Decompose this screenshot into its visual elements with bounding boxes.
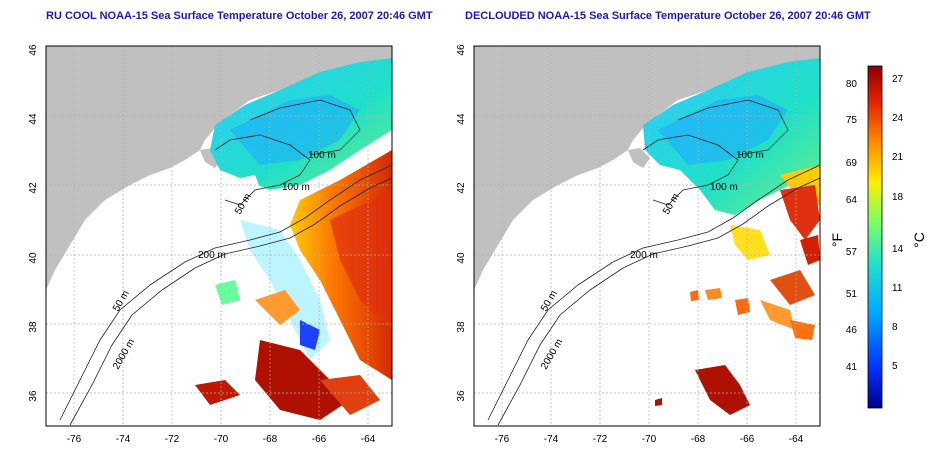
tick-label: 44 [456, 113, 467, 125]
colorbar-celsius-ticks: 27 24 21 18 14 11 8 5 [892, 74, 904, 372]
tick-label: 27 [892, 74, 904, 85]
tick-label: 11 [892, 283, 903, 294]
tick-label: -64 [361, 434, 376, 445]
colorbar: 80 75 69 64 57 51 46 41 27 24 21 18 14 1… [829, 65, 927, 409]
tick-label: -64 [789, 434, 804, 445]
tick-label: 21 [892, 152, 904, 163]
tick-label: 41 [846, 362, 858, 373]
panel-title-left: RU COOL NOAA-15 Sea Surface Temperature … [46, 10, 433, 22]
tick-label: 42 [456, 182, 467, 194]
tick-label: 46 [846, 325, 858, 336]
contour-label: 100 m [282, 182, 310, 193]
tick-label: 46 [28, 44, 39, 56]
colorbar-unit-fahrenheit: °F [829, 233, 845, 247]
tick-label: -68 [691, 434, 706, 445]
tick-label: 69 [846, 158, 858, 169]
x-axis-left: -76 -74 -72 -70 -68 -66 -64 [67, 434, 376, 445]
tick-label: 40 [456, 252, 467, 264]
tick-label: 44 [28, 113, 39, 125]
colorbar-fahrenheit-ticks: 80 75 69 64 57 51 46 41 [846, 79, 858, 373]
tick-label: 80 [846, 79, 858, 90]
tick-label: 38 [28, 321, 39, 333]
contour-label: 100 m [308, 150, 336, 161]
y-axis-right: 46 44 42 40 38 36 [456, 44, 467, 402]
tick-label: -72 [593, 434, 608, 445]
tick-label: 8 [892, 322, 898, 333]
x-axis-right: -76 -74 -72 -70 -68 -66 -64 [495, 434, 804, 445]
tick-label: 40 [28, 252, 39, 264]
tick-label: 38 [456, 321, 467, 333]
tick-label: -70 [214, 434, 229, 445]
tick-label: 36 [28, 390, 39, 402]
tick-label: 14 [892, 244, 904, 255]
land-mass [46, 46, 392, 290]
tick-label: -66 [312, 434, 327, 445]
tick-label: -76 [67, 434, 82, 445]
tick-label: -74 [544, 434, 559, 445]
tick-label: 24 [892, 113, 904, 124]
tick-label: 36 [456, 390, 467, 402]
map-panel-left: 100 m 100 m 50 m 200 m 50 m 2000 m [46, 46, 392, 426]
tick-label: -70 [642, 434, 657, 445]
tick-label: 57 [846, 247, 858, 258]
tick-label: -68 [263, 434, 278, 445]
tick-label: -76 [495, 434, 510, 445]
land-mass [474, 46, 820, 290]
contour-label: 200 m [198, 250, 226, 261]
colorbar-gradient [867, 65, 883, 409]
tick-label: 42 [28, 182, 39, 194]
tick-label: 18 [892, 192, 904, 203]
tick-label: -66 [740, 434, 755, 445]
tick-label: 64 [846, 195, 858, 206]
tick-label: 75 [846, 115, 858, 126]
map-panel-right: 100 m 100 m 50 m 200 m 50 m 2000 m [474, 46, 820, 426]
contour-label: 100 m [710, 182, 738, 193]
colorbar-unit-celsius: °C [911, 232, 927, 248]
panel-title-right: DECLOUDED NOAA-15 Sea Surface Temperatur… [465, 10, 871, 22]
y-axis-left: 46 44 42 40 38 36 [28, 44, 39, 402]
tick-label: -74 [116, 434, 131, 445]
tick-label: -72 [165, 434, 180, 445]
contour-label: 200 m [630, 250, 658, 261]
tick-label: 51 [846, 289, 858, 300]
tick-label: 5 [892, 361, 898, 372]
tick-label: 46 [456, 44, 467, 56]
contour-label: 100 m [736, 150, 764, 161]
